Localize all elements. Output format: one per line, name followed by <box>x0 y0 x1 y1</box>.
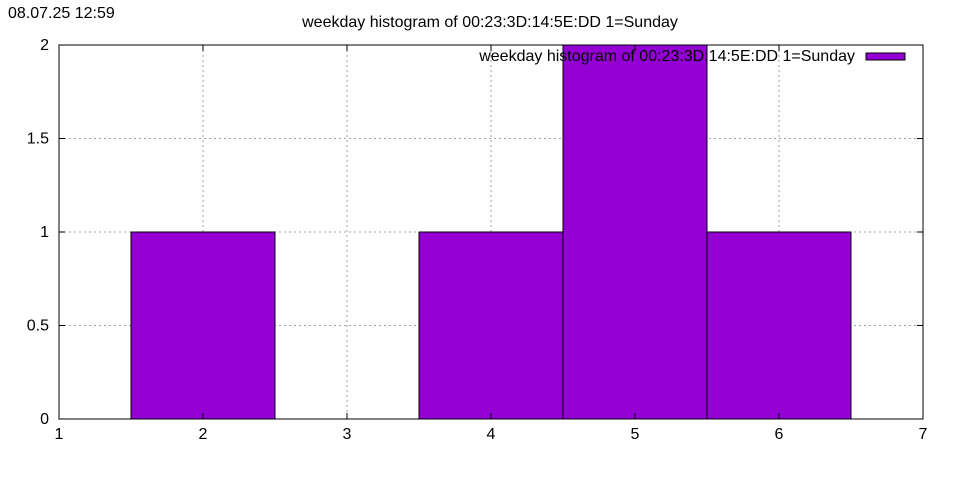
x-tick-label: 2 <box>199 426 208 443</box>
y-tick-label: 1.5 <box>27 131 49 148</box>
x-tick-label: 1 <box>55 426 64 443</box>
y-tick-label: 0.5 <box>27 318 49 335</box>
y-tick-label: 0 <box>40 411 49 428</box>
timestamp-label: 08.07.25 12:59 <box>8 5 115 22</box>
histogram-bar <box>562 44 708 420</box>
legend: weekday histogram of 00:23:3D:14:5E:DD 1… <box>478 48 906 65</box>
axis-ticks: 1 2 3 4 5 6 7 0 0.5 1 1.5 2 <box>27 37 928 443</box>
chart-title: weekday histogram of 00:23:3D:14:5E:DD 1… <box>301 14 678 31</box>
histogram-bar <box>130 231 276 420</box>
x-tick-label: 7 <box>919 426 928 443</box>
legend-label: weekday histogram of 00:23:3D:14:5E:DD 1… <box>478 48 855 65</box>
x-tick-label: 3 <box>343 426 352 443</box>
y-tick-label: 2 <box>40 37 49 54</box>
x-tick-label: 5 <box>631 426 640 443</box>
legend-swatch <box>865 52 906 61</box>
y-tick-label: 1 <box>40 224 49 241</box>
histogram-bar <box>706 231 852 420</box>
bars <box>130 44 852 420</box>
x-tick-label: 4 <box>487 426 496 443</box>
x-tick-label: 6 <box>775 426 784 443</box>
histogram-bar <box>418 231 564 420</box>
